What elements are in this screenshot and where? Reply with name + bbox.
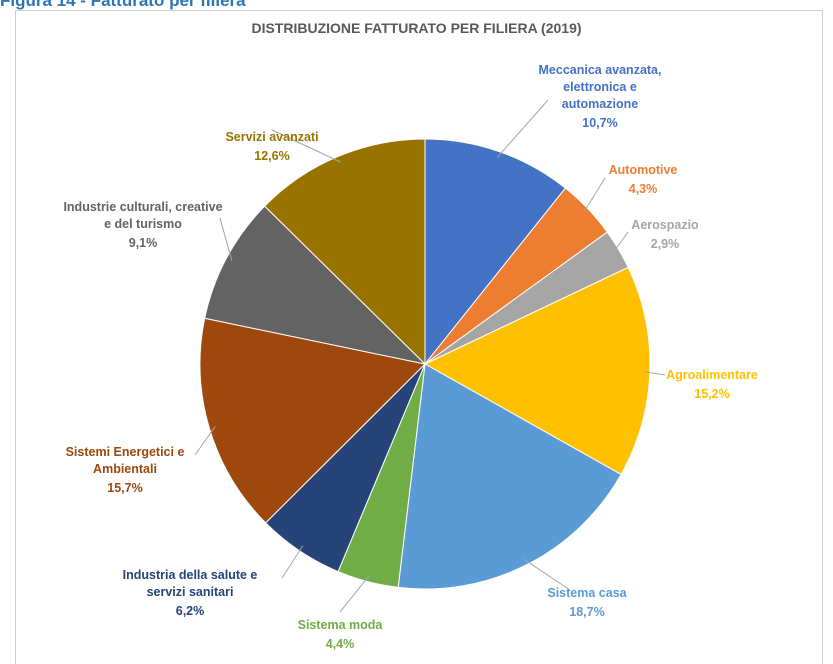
slice-value-label: 9,1%	[128, 236, 158, 250]
slice-value-label: 4,3%	[628, 182, 658, 196]
slice-value-label: 18,7%	[569, 605, 605, 619]
slice-value-label: 15,2%	[694, 387, 730, 401]
figure-caption: Figura 14 - Fatturato per filiera	[0, 0, 246, 10]
pie-slice	[263, 138, 426, 366]
slice-label: Agroalimentare	[666, 368, 758, 382]
slice-label: Industria della salute e servizi sanitar…	[122, 568, 258, 599]
leader-line	[271, 129, 341, 163]
pie-slice	[424, 138, 567, 366]
pie-slice	[423, 266, 651, 476]
slice-value-label: 6,2%	[175, 604, 205, 618]
slice-label: Sistemi Energetici e Ambientali	[65, 445, 185, 476]
pie-slice	[397, 363, 622, 590]
slice-label: Industrie culturali, creative e del turi…	[63, 200, 223, 231]
leader-line	[612, 231, 629, 253]
slice-label: Meccanica avanzata, elettronica e automa…	[538, 63, 662, 111]
leader-line	[339, 575, 370, 613]
pie-slice	[204, 205, 427, 365]
pie-slice	[199, 317, 427, 524]
leader-line	[281, 545, 304, 579]
leader-line	[583, 177, 606, 214]
slice-value-label: 10,7%	[582, 116, 618, 130]
chart-frame	[15, 10, 823, 664]
leader-line	[194, 426, 216, 456]
slice-label: Sistema moda	[297, 618, 383, 632]
leader-line	[523, 558, 571, 591]
leader-line	[497, 99, 549, 158]
slice-value-label: 4,4%	[325, 637, 355, 651]
slice-value-label: 12,6%	[254, 149, 290, 163]
leader-line	[643, 371, 666, 376]
chart-title: DISTRIBUZIONE FATTURATO PER FILIERA (201…	[251, 20, 582, 36]
slice-label: Aerospazio	[631, 218, 699, 232]
slice-label: Automotive	[608, 163, 678, 177]
slice-value-label: 15,7%	[107, 481, 143, 495]
slice-value-label: 2,9%	[650, 237, 680, 251]
slice-label: Sistema casa	[547, 586, 627, 600]
leader-line	[219, 217, 233, 261]
slice-label: Servizi avanzati	[225, 130, 319, 144]
